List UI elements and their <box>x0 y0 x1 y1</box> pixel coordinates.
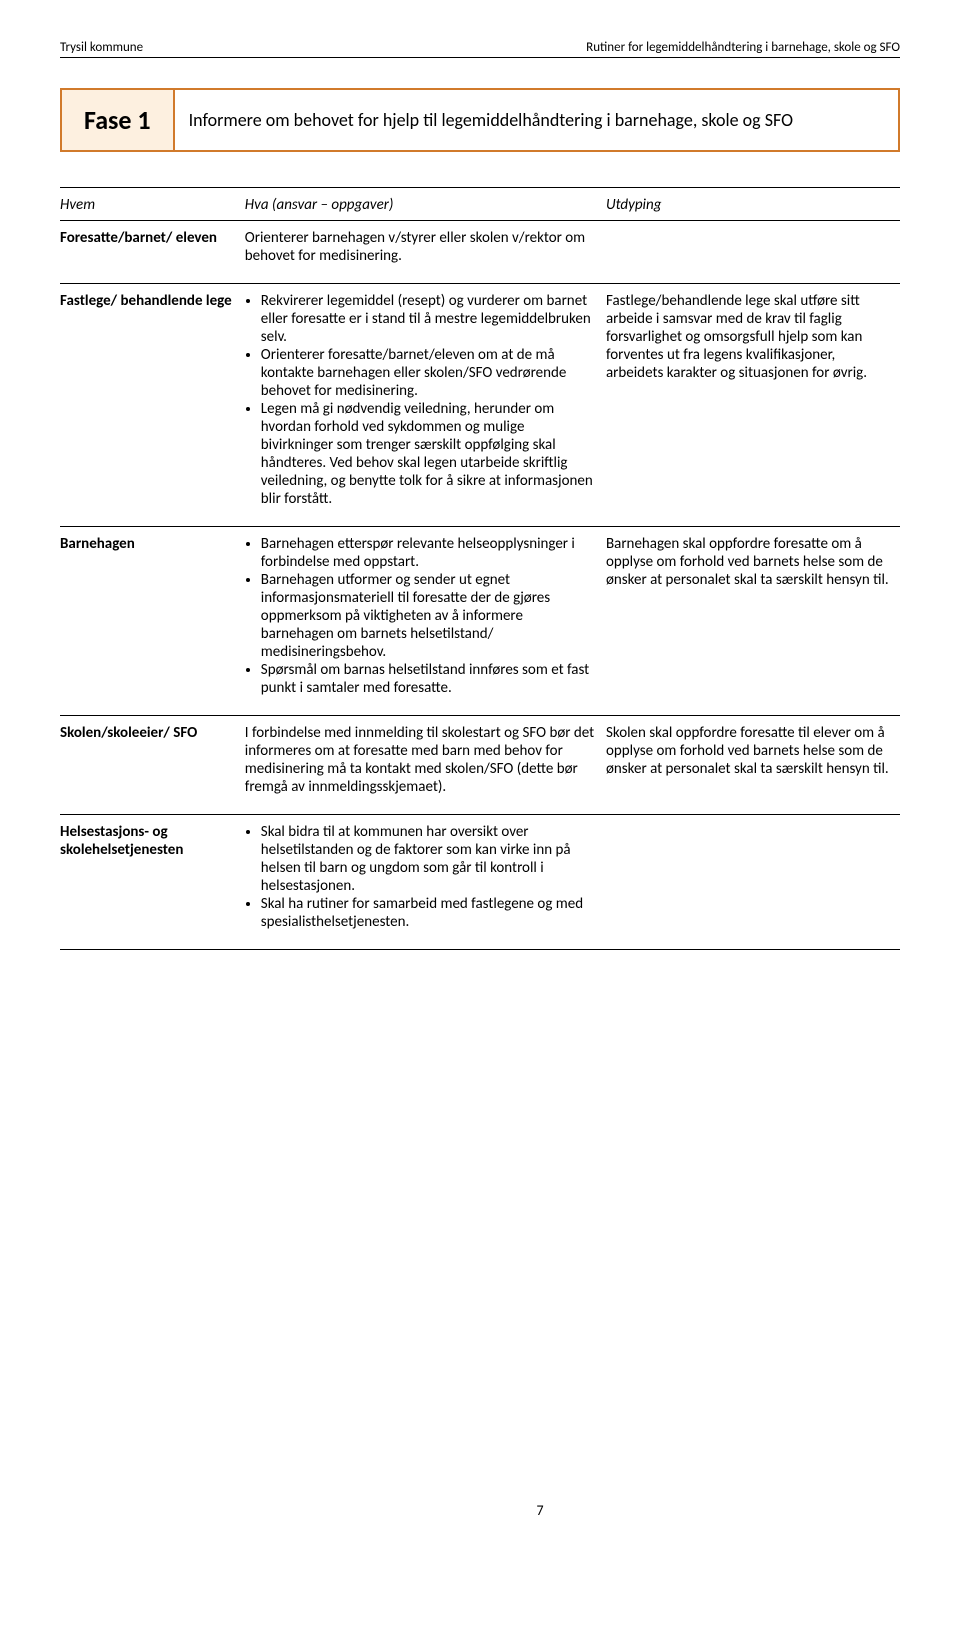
table-row: Barnehagen Barnehagen etterspør relevant… <box>60 527 900 716</box>
bullet-item: Spørsmål om barnas helsetilstand innføre… <box>261 661 596 697</box>
table-row: Helsestasjons- og skolehelsetjenesten Sk… <box>60 815 900 950</box>
row-who: Helsestasjons- og skolehelsetjenesten <box>60 815 245 950</box>
phase-text: Informere om behovet for hjelp til legem… <box>175 88 900 152</box>
header-right: Rutiner for legemiddelhåndtering i barne… <box>586 40 900 55</box>
col-header-what: Hva (ansvar – oppgaver) <box>245 188 606 221</box>
page-number: 7 <box>60 1502 960 1519</box>
col-header-who: Hvem <box>60 188 245 221</box>
row-who: Foresatte/barnet/ eleven <box>60 221 245 284</box>
bullet-item: Skal bidra til at kommunen har oversikt … <box>261 823 596 895</box>
header-left: Trysil kommune <box>60 40 143 55</box>
bullet-item: Barnehagen etterspør relevante helseoppl… <box>261 535 596 571</box>
table-row: Fastlege/ behandlende lege Rekvirerer le… <box>60 284 900 527</box>
bullet-item: Skal ha rutiner for samarbeid med fastle… <box>261 895 596 931</box>
phase-label: Fase 1 <box>60 88 175 152</box>
table-header-row: Hvem Hva (ansvar – oppgaver) Utdyping <box>60 188 900 221</box>
row-who: Skolen/skoleeier/ SFO <box>60 716 245 815</box>
phase-block: Fase 1 Informere om behovet for hjelp ti… <box>60 88 900 152</box>
bullet-item: Orienterer foresatte/barnet/eleven om at… <box>261 346 596 400</box>
bullet-item: Legen må gi nødvendig veiledning, herund… <box>261 400 596 508</box>
bullet-item: Barnehagen utformer og sender ut egnet i… <box>261 571 596 661</box>
row-what: Orienterer barnehagen v/styrer eller sko… <box>245 221 606 284</box>
row-extra: Skolen skal oppfordre foresatte til elev… <box>606 716 900 815</box>
row-extra <box>606 221 900 284</box>
table-row: Skolen/skoleeier/ SFO I forbindelse med … <box>60 716 900 815</box>
row-what: Skal bidra til at kommunen har oversikt … <box>245 815 606 950</box>
col-header-extra: Utdyping <box>606 188 900 221</box>
document-header: Trysil kommune Rutiner for legemiddelhån… <box>60 40 900 58</box>
row-who: Barnehagen <box>60 527 245 716</box>
row-extra: Fastlege/behandlende lege skal utføre si… <box>606 284 900 527</box>
row-what: Barnehagen etterspør relevante helseoppl… <box>245 527 606 716</box>
row-extra <box>606 815 900 950</box>
table-row: Foresatte/barnet/ eleven Orienterer barn… <box>60 221 900 284</box>
row-extra: Barnehagen skal oppfordre foresatte om å… <box>606 527 900 716</box>
row-what: Rekvirerer legemiddel (resept) og vurder… <box>245 284 606 527</box>
responsibility-table: Hvem Hva (ansvar – oppgaver) Utdyping Fo… <box>60 187 900 950</box>
bullet-item: Rekvirerer legemiddel (resept) og vurder… <box>261 292 596 346</box>
row-what: I forbindelse med innmelding til skolest… <box>245 716 606 815</box>
row-who: Fastlege/ behandlende lege <box>60 284 245 527</box>
